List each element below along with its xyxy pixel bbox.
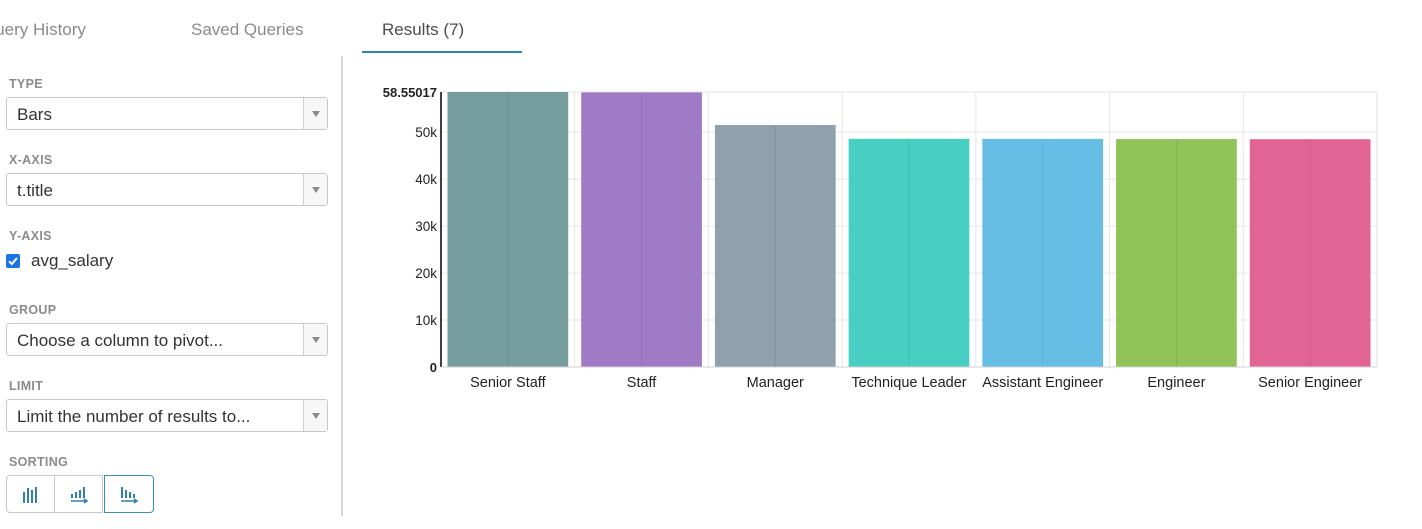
chart-options-sidebar: TYPE Bars X-AXIS t.title Y-AXIS avg_sala… — [0, 56, 340, 524]
chevron-down-icon — [312, 111, 320, 117]
checkmark-icon — [8, 257, 18, 266]
avg-salary-checkbox-label: avg_salary — [31, 251, 114, 270]
type-select-value: Bars — [17, 105, 52, 124]
x-axis-label: X-AXIS — [9, 153, 53, 167]
y-tick-label: 40k — [415, 172, 437, 187]
type-label: TYPE — [9, 77, 43, 91]
limit-dropdown-toggle[interactable] — [303, 400, 327, 431]
x-tick-label: Engineer — [1147, 375, 1205, 391]
group-dropdown-toggle[interactable] — [303, 324, 327, 355]
avg-salary-checkbox[interactable] — [6, 254, 20, 268]
limit-label: LIMIT — [9, 379, 44, 393]
limit-select[interactable]: Limit the number of results to... — [6, 399, 328, 432]
y-tick-label: 30k — [415, 219, 437, 234]
group-select[interactable]: Choose a column to pivot... — [6, 323, 328, 356]
sort-descending-icon — [121, 487, 139, 504]
group-select-value: Choose a column to pivot... — [17, 331, 224, 350]
active-tab-indicator — [362, 51, 522, 53]
tab-results[interactable]: Results (7) — [382, 20, 465, 39]
y-tick-label: 50k — [415, 125, 437, 140]
bar-senior-staff[interactable] — [447, 92, 569, 367]
x-tick-label: Assistant Engineer — [982, 375, 1103, 391]
sort-default-button[interactable] — [6, 475, 55, 513]
x-axis-select[interactable]: t.title — [6, 173, 328, 206]
bar-assistant-engineer[interactable] — [982, 138, 1104, 367]
y-tick-label: 58.55017 — [383, 85, 437, 100]
sort-ascending-button[interactable] — [54, 475, 103, 513]
tab-saved-queries[interactable]: Saved Queries — [191, 20, 304, 39]
bar-engineer[interactable] — [1116, 139, 1237, 367]
bar-staff[interactable] — [581, 92, 702, 367]
group-label: GROUP — [9, 303, 57, 317]
chevron-down-icon — [312, 337, 320, 343]
bars-default-order-icon — [23, 487, 37, 503]
chevron-down-icon — [312, 413, 320, 419]
x-tick-label: Manager — [747, 375, 804, 391]
y-tick-label: 10k — [415, 313, 437, 328]
x-tick-label: Senior Engineer — [1258, 375, 1362, 391]
sort-descending-button[interactable] — [104, 475, 154, 513]
x-tick-label: Staff — [627, 375, 658, 391]
limit-select-value: Limit the number of results to... — [17, 407, 251, 426]
bar-manager[interactable] — [714, 124, 836, 367]
y-tick-label: 0 — [430, 360, 437, 375]
bar-senior-engineer[interactable] — [1249, 139, 1371, 367]
x-tick-label: Senior Staff — [470, 375, 546, 391]
bar-chart: 0 10k 20k 30k 40k 50k 58.55017 Senior Staff Staf… — [383, 85, 1378, 391]
x-axis-dropdown-toggle[interactable] — [303, 174, 327, 205]
sorting-label: SORTING — [9, 455, 69, 469]
bar-technique-leader[interactable] — [848, 138, 970, 367]
x-axis-select-value: t.title — [17, 181, 53, 200]
y-axis-label: Y-AXIS — [9, 229, 52, 243]
type-dropdown-toggle[interactable] — [303, 98, 327, 129]
tab-bar: Query History Saved Queries Results (7) — [0, 0, 1422, 56]
type-select[interactable]: Bars — [6, 97, 328, 130]
sort-ascending-icon — [71, 487, 89, 504]
y-tick-label: 20k — [415, 266, 437, 281]
bar-chart-area: 0 10k 20k 30k 40k 50k 58.55017 Senior Staff Staf… — [343, 56, 1422, 524]
chevron-down-icon — [312, 187, 320, 193]
sidebar-divider — [341, 56, 343, 516]
tab-query-history[interactable]: Query History — [0, 20, 86, 39]
x-tick-label: Technique Leader — [851, 375, 966, 391]
